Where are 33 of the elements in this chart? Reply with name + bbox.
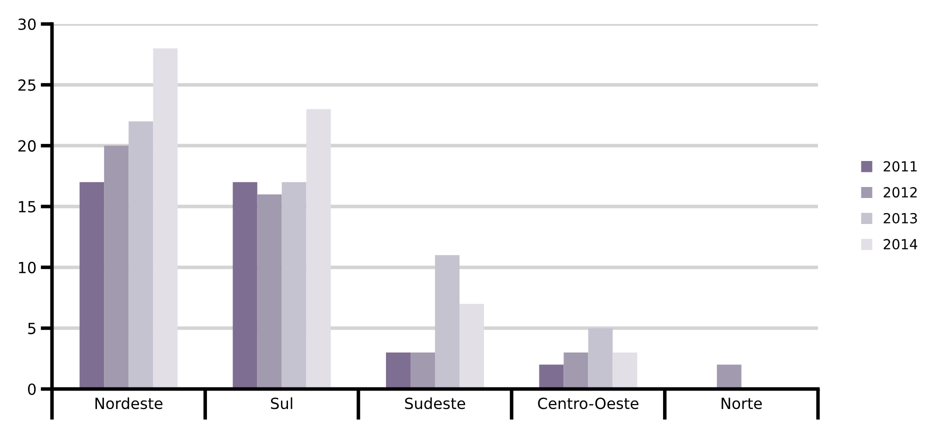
bar [588, 328, 613, 389]
bar [128, 121, 154, 389]
bar [232, 182, 258, 389]
x-tick-label: Nordeste [95, 397, 162, 410]
y-tick-label: 30 [18, 18, 36, 30]
bar [716, 364, 742, 389]
x-tick-label: Norte [722, 398, 762, 410]
y-tick-label: 15 [18, 201, 36, 213]
bar [386, 352, 410, 389]
bar [612, 352, 638, 389]
bar [460, 304, 484, 389]
x-tick-label: Sudeste [405, 397, 466, 410]
bar [539, 364, 564, 389]
y-tick-label: 5 [28, 322, 36, 334]
bar [410, 352, 435, 389]
legend-label: 2014 [884, 238, 918, 250]
y-tick-label: 0 [28, 383, 36, 396]
bar [153, 48, 178, 389]
bar [80, 182, 104, 389]
bar [564, 352, 588, 389]
legend-label: 2011 [884, 161, 917, 172]
legend-label: 2013 [884, 212, 917, 224]
bar [306, 109, 331, 389]
x-tick-label: Centro-Oeste [538, 398, 638, 410]
y-tick-label: 25 [18, 79, 36, 91]
bar [104, 146, 129, 389]
legend-label: 2012 [884, 187, 917, 198]
y-tick-label: 10 [18, 262, 36, 274]
bar [435, 255, 460, 389]
bar [257, 194, 282, 389]
y-tick-label: 20 [18, 140, 36, 152]
x-tick-label: Sul [270, 397, 292, 410]
bar [282, 182, 306, 389]
